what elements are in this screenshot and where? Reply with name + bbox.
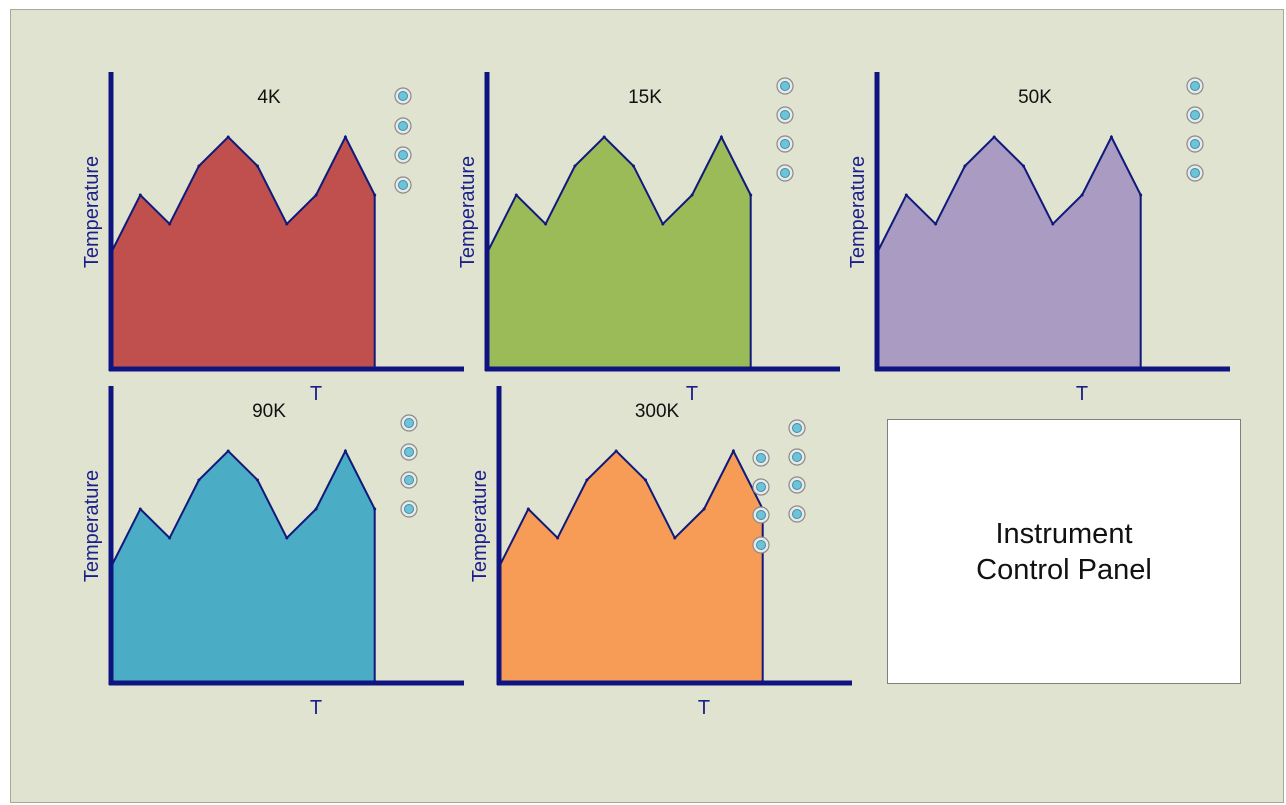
series-area-90k [110, 448, 376, 684]
y-axis-label: Temperature [81, 156, 103, 268]
radio-button-15k-3[interactable] [776, 135, 794, 153]
radio-button-4k-3[interactable] [394, 146, 412, 164]
chart-50k: 50K T Temperature [847, 72, 1230, 405]
data-point-90k-5 [256, 478, 259, 482]
radio-button-4k-2[interactable] [394, 117, 412, 135]
series-area-50k [876, 134, 1142, 370]
radio-button-50k-1[interactable] [1186, 77, 1204, 95]
y-axis-label: Temperature [847, 156, 869, 268]
x-axis-label: T [310, 383, 322, 405]
data-point-15k-4 [602, 135, 606, 139]
data-point-50k-6 [1051, 222, 1055, 226]
data-point-90k-9 [373, 507, 377, 511]
radio-button-15k-4[interactable] [776, 164, 794, 182]
data-point-90k-6 [285, 536, 289, 540]
series-area-15k [486, 134, 752, 370]
x-axis-label: T [698, 697, 710, 719]
radio-button-4k-4[interactable] [394, 176, 412, 194]
data-point-50k-8 [1109, 135, 1113, 139]
y-axis-label: Temperature [457, 156, 479, 268]
radio-button-50k-2[interactable] [1186, 106, 1204, 124]
data-point-15k-8 [719, 135, 723, 139]
data-point-50k-2 [934, 222, 938, 226]
chart-title: 50K [1018, 87, 1052, 108]
data-point-4k-9 [373, 193, 377, 197]
radio-button-300k-7[interactable] [788, 476, 806, 494]
data-point-90k-7 [314, 507, 318, 511]
data-point-50k-5 [1022, 164, 1025, 168]
radio-button-4k-1[interactable] [394, 87, 412, 105]
radio-button-300k-4[interactable] [752, 536, 770, 554]
radio-button-15k-1[interactable] [776, 77, 794, 95]
data-point-300k-8 [731, 449, 735, 453]
data-point-300k-4 [614, 449, 618, 453]
data-point-4k-4 [226, 135, 230, 139]
data-point-4k-1 [138, 193, 142, 197]
data-point-90k-1 [138, 507, 142, 511]
radio-button-50k-3[interactable] [1186, 135, 1204, 153]
radio-button-50k-4[interactable] [1186, 164, 1204, 182]
series-area-300k [498, 448, 764, 684]
radio-button-300k-3[interactable] [752, 506, 770, 524]
control-panel-label: Instrument Control Panel [964, 516, 1164, 588]
data-point-15k-6 [661, 222, 665, 226]
x-axis-label: T [310, 697, 322, 719]
data-point-4k-6 [285, 222, 289, 226]
chart-4k: 4K T Temperature [81, 72, 464, 405]
data-point-4k-8 [343, 135, 347, 139]
chart-300k: 300K T Temperature [469, 386, 852, 719]
radio-button-300k-8[interactable] [788, 505, 806, 523]
data-point-4k-3 [197, 164, 201, 168]
chart-title: 90K [252, 401, 286, 422]
data-point-300k-2 [556, 536, 560, 540]
radio-button-90k-4[interactable] [400, 500, 418, 518]
radio-button-300k-6[interactable] [788, 448, 806, 466]
chart-15k: 15K T Temperature [457, 72, 840, 405]
radio-button-90k-1[interactable] [400, 414, 418, 432]
radio-button-300k-5[interactable] [788, 419, 806, 437]
radio-button-90k-3[interactable] [400, 471, 418, 489]
y-axis-label: Temperature [81, 470, 103, 582]
data-point-300k-6 [673, 536, 677, 540]
data-point-90k-2 [168, 536, 172, 540]
control-panel-line-1: Instrument [995, 517, 1133, 550]
data-point-4k-2 [168, 222, 172, 226]
data-point-90k-4 [226, 449, 230, 453]
data-point-15k-2 [544, 222, 548, 226]
x-axis-label: T [1076, 383, 1088, 405]
chart-title: 4K [257, 87, 281, 108]
data-point-15k-7 [690, 193, 694, 197]
data-point-300k-1 [526, 507, 530, 511]
data-point-15k-9 [749, 193, 753, 197]
data-point-50k-7 [1080, 193, 1084, 197]
data-point-15k-5 [632, 164, 635, 168]
data-point-50k-3 [963, 164, 967, 168]
series-area-4k [110, 134, 376, 370]
radio-button-300k-1[interactable] [752, 449, 770, 467]
data-point-50k-9 [1139, 193, 1143, 197]
radio-button-90k-2[interactable] [400, 443, 418, 461]
instrument-control-panel: Instrument Control Panel [887, 419, 1241, 684]
control-panel-line-2: Control Panel [976, 553, 1152, 586]
x-axis-label: T [686, 383, 698, 405]
data-point-50k-1 [904, 193, 908, 197]
data-point-50k-4 [992, 135, 996, 139]
radio-button-15k-2[interactable] [776, 106, 794, 124]
chart-title: 15K [628, 87, 662, 108]
data-point-15k-3 [573, 164, 577, 168]
data-point-90k-8 [343, 449, 347, 453]
radio-button-300k-2[interactable] [752, 478, 770, 496]
data-point-4k-7 [314, 193, 318, 197]
chart-title: 300K [635, 401, 680, 422]
data-point-300k-7 [702, 507, 706, 511]
y-axis-label: Temperature [469, 470, 491, 582]
data-point-300k-3 [585, 478, 589, 482]
data-point-15k-1 [514, 193, 518, 197]
chart-90k: 90K T Temperature [81, 386, 464, 719]
data-point-90k-3 [197, 478, 201, 482]
data-point-4k-5 [256, 164, 259, 168]
data-point-300k-5 [644, 478, 647, 482]
